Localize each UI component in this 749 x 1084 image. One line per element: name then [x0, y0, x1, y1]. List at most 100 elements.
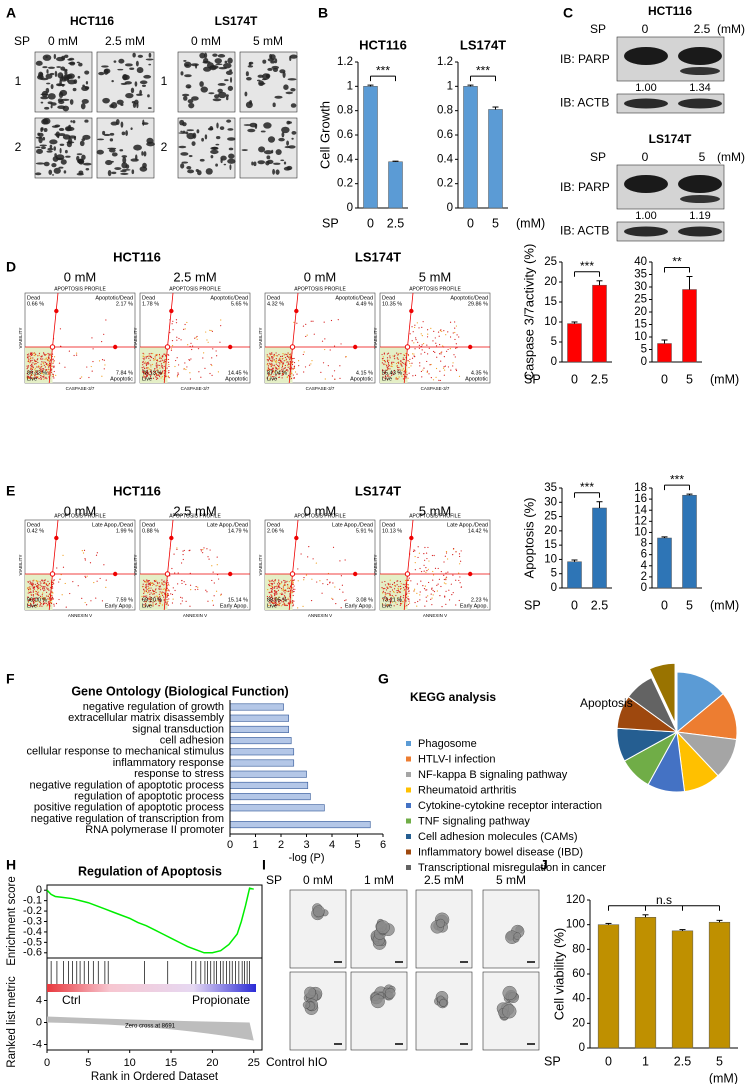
event	[36, 605, 39, 607]
event	[427, 546, 429, 549]
event	[385, 599, 387, 601]
cell-line: LS174T	[355, 249, 401, 264]
event	[448, 589, 450, 591]
event	[26, 375, 28, 377]
event	[416, 322, 418, 324]
event	[37, 366, 39, 368]
event	[384, 596, 386, 598]
event	[387, 587, 389, 589]
event	[37, 580, 39, 582]
event	[277, 603, 280, 605]
event	[428, 581, 430, 584]
event	[105, 579, 107, 581]
event	[28, 353, 30, 355]
panel-letter: J	[540, 857, 548, 873]
event	[409, 333, 411, 335]
event	[397, 589, 399, 592]
event	[81, 376, 83, 378]
event	[271, 356, 273, 358]
event	[30, 367, 32, 369]
event	[425, 571, 427, 573]
plot-title: APOPTOSIS PROFILE	[54, 286, 106, 292]
event	[195, 336, 197, 339]
event	[47, 358, 50, 360]
gate-handle	[169, 535, 174, 541]
event	[397, 599, 399, 602]
event	[45, 582, 47, 585]
x-tick-label: 15	[165, 1057, 177, 1069]
event	[389, 586, 391, 588]
x-tick-label: 20	[206, 1057, 218, 1069]
event	[147, 361, 149, 363]
event	[443, 369, 446, 371]
event	[411, 357, 414, 359]
event	[274, 366, 276, 368]
event	[37, 586, 39, 588]
cell-colony	[247, 128, 256, 133]
event	[407, 603, 409, 606]
event	[149, 596, 151, 598]
event	[148, 587, 150, 589]
event	[271, 371, 273, 373]
event	[385, 369, 387, 371]
event	[32, 378, 34, 380]
event	[103, 333, 105, 335]
event	[148, 579, 150, 582]
x-tick-label: 3	[303, 839, 309, 851]
event	[416, 583, 418, 585]
event	[166, 595, 169, 597]
quadrant-value: 2.23 %	[471, 597, 488, 603]
event	[30, 589, 32, 591]
event	[45, 358, 47, 360]
event	[284, 589, 286, 591]
event	[266, 377, 268, 379]
event	[397, 587, 399, 589]
event	[83, 549, 86, 552]
event	[209, 329, 211, 331]
event	[423, 367, 425, 369]
event	[145, 356, 147, 358]
event	[30, 360, 32, 362]
event	[31, 377, 33, 379]
event	[26, 365, 28, 367]
event	[281, 365, 284, 368]
event	[146, 583, 148, 585]
event	[426, 371, 428, 373]
event	[161, 376, 163, 378]
event	[53, 366, 55, 369]
event	[276, 591, 278, 593]
event	[436, 584, 438, 586]
event	[275, 367, 277, 369]
event	[142, 583, 144, 585]
event	[419, 365, 421, 367]
event	[393, 585, 396, 587]
event	[305, 323, 307, 325]
event	[148, 357, 150, 359]
event	[417, 341, 419, 344]
event	[426, 600, 428, 602]
event	[455, 368, 457, 370]
event	[154, 354, 157, 356]
event	[40, 369, 42, 371]
event	[38, 354, 41, 356]
event	[145, 601, 147, 603]
event	[413, 549, 415, 551]
event	[161, 579, 163, 581]
quadrant-label: Dead	[267, 295, 280, 301]
event	[164, 581, 166, 583]
gate-handle	[228, 344, 233, 350]
event	[455, 347, 457, 349]
event	[167, 353, 169, 356]
axis-title: ANNEXIN V	[423, 613, 447, 618]
event	[34, 360, 36, 362]
event	[146, 581, 148, 583]
event	[147, 581, 149, 583]
cell-colony	[215, 63, 223, 66]
significance: n.s	[656, 893, 672, 907]
event	[31, 368, 33, 370]
event	[425, 567, 427, 569]
cell-colony	[40, 146, 46, 150]
event	[37, 582, 39, 584]
cell-colony	[66, 141, 75, 144]
event	[398, 372, 400, 374]
